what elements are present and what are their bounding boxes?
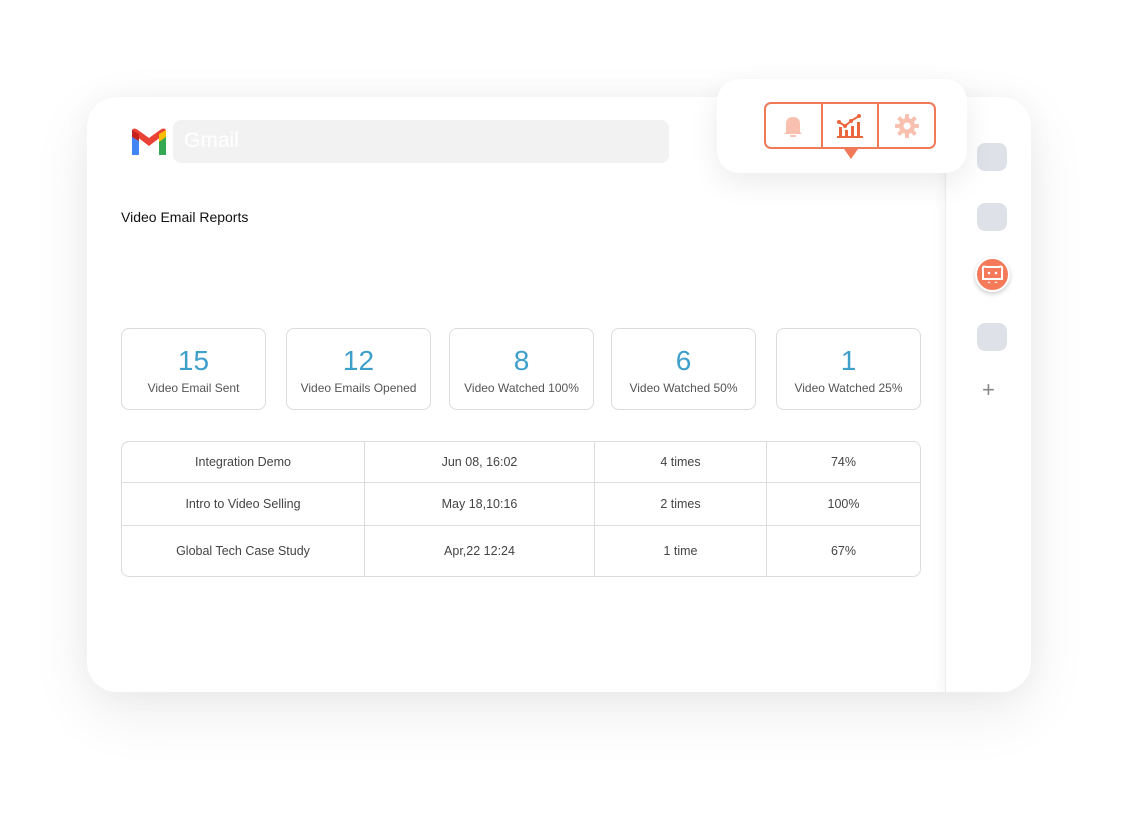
stat-card-watched-25: 1 Video Watched 25%	[776, 328, 921, 410]
stat-value: 6	[675, 345, 692, 376]
stat-value: 12	[342, 345, 375, 376]
stat-label: Video Watched 50%	[629, 381, 738, 395]
stat-label: Video Emails Opened	[300, 381, 417, 395]
video-title: Intro to Video Selling	[122, 483, 365, 526]
bell-icon	[784, 116, 803, 137]
sent-date: Jun 08, 16:02	[365, 442, 595, 483]
page-title: Video Email Reports	[121, 209, 249, 225]
stat-value: 15	[177, 345, 210, 376]
gmail-logo-icon	[132, 128, 166, 155]
addon-toolbar-popup	[717, 79, 967, 173]
stat-label: Video Email Sent	[147, 381, 240, 395]
video-title: Global Tech Case Study	[122, 526, 365, 576]
add-icon[interactable]: +	[982, 377, 995, 402]
toolbar-button-group	[764, 102, 936, 149]
stat-value: 1	[840, 345, 857, 376]
stat-label: Video Watched 100%	[464, 381, 579, 395]
watch-percent: 67%	[830, 544, 857, 558]
table-row[interactable]: Intro to Video Selling May 18,10:16 2 ti…	[122, 483, 920, 526]
sent-date: Apr,22 12:24	[365, 526, 595, 576]
sidebar-app-2[interactable]	[977, 203, 1007, 231]
mascot-addon-icon[interactable]	[975, 257, 1010, 292]
view-count: 4 times	[595, 442, 767, 483]
reports-button[interactable]	[823, 104, 880, 147]
stat-card-watched-50: 6 Video Watched 50%	[611, 328, 756, 410]
table-row[interactable]: Integration Demo Jun 08, 16:02 4 times 7…	[122, 442, 920, 483]
sidebar-app-1[interactable]	[977, 143, 1007, 171]
settings-button[interactable]	[879, 104, 934, 147]
gear-icon	[894, 113, 919, 138]
video-title: Integration Demo	[122, 442, 365, 483]
stat-card-sent: 15 Video Email Sent	[121, 328, 266, 410]
addon-sidebar: +	[945, 97, 1031, 692]
stat-card-opened: 12 Video Emails Opened	[286, 328, 431, 410]
notifications-button[interactable]	[766, 104, 823, 147]
sidebar-app-3[interactable]	[977, 323, 1007, 351]
search-input[interactable]: Gmail	[173, 120, 669, 163]
view-count: 1 time	[595, 526, 767, 576]
stat-value: 8	[513, 345, 530, 376]
gmail-window: +	[87, 97, 1031, 692]
table-row[interactable]: Global Tech Case Study Apr,22 12:24 1 ti…	[122, 526, 920, 576]
active-pointer	[844, 149, 858, 159]
stat-label: Video Watched 25%	[794, 381, 903, 395]
watch-percent: 74%	[767, 442, 920, 483]
stat-card-watched-100: 8 Video Watched 100%	[449, 328, 594, 410]
analytics-icon	[837, 113, 863, 138]
report-table: Integration Demo Jun 08, 16:02 4 times 7…	[121, 441, 921, 577]
watch-percent: 100%	[767, 483, 920, 526]
view-count: 2 times	[595, 483, 767, 526]
sent-date: May 18,10:16	[365, 483, 595, 526]
